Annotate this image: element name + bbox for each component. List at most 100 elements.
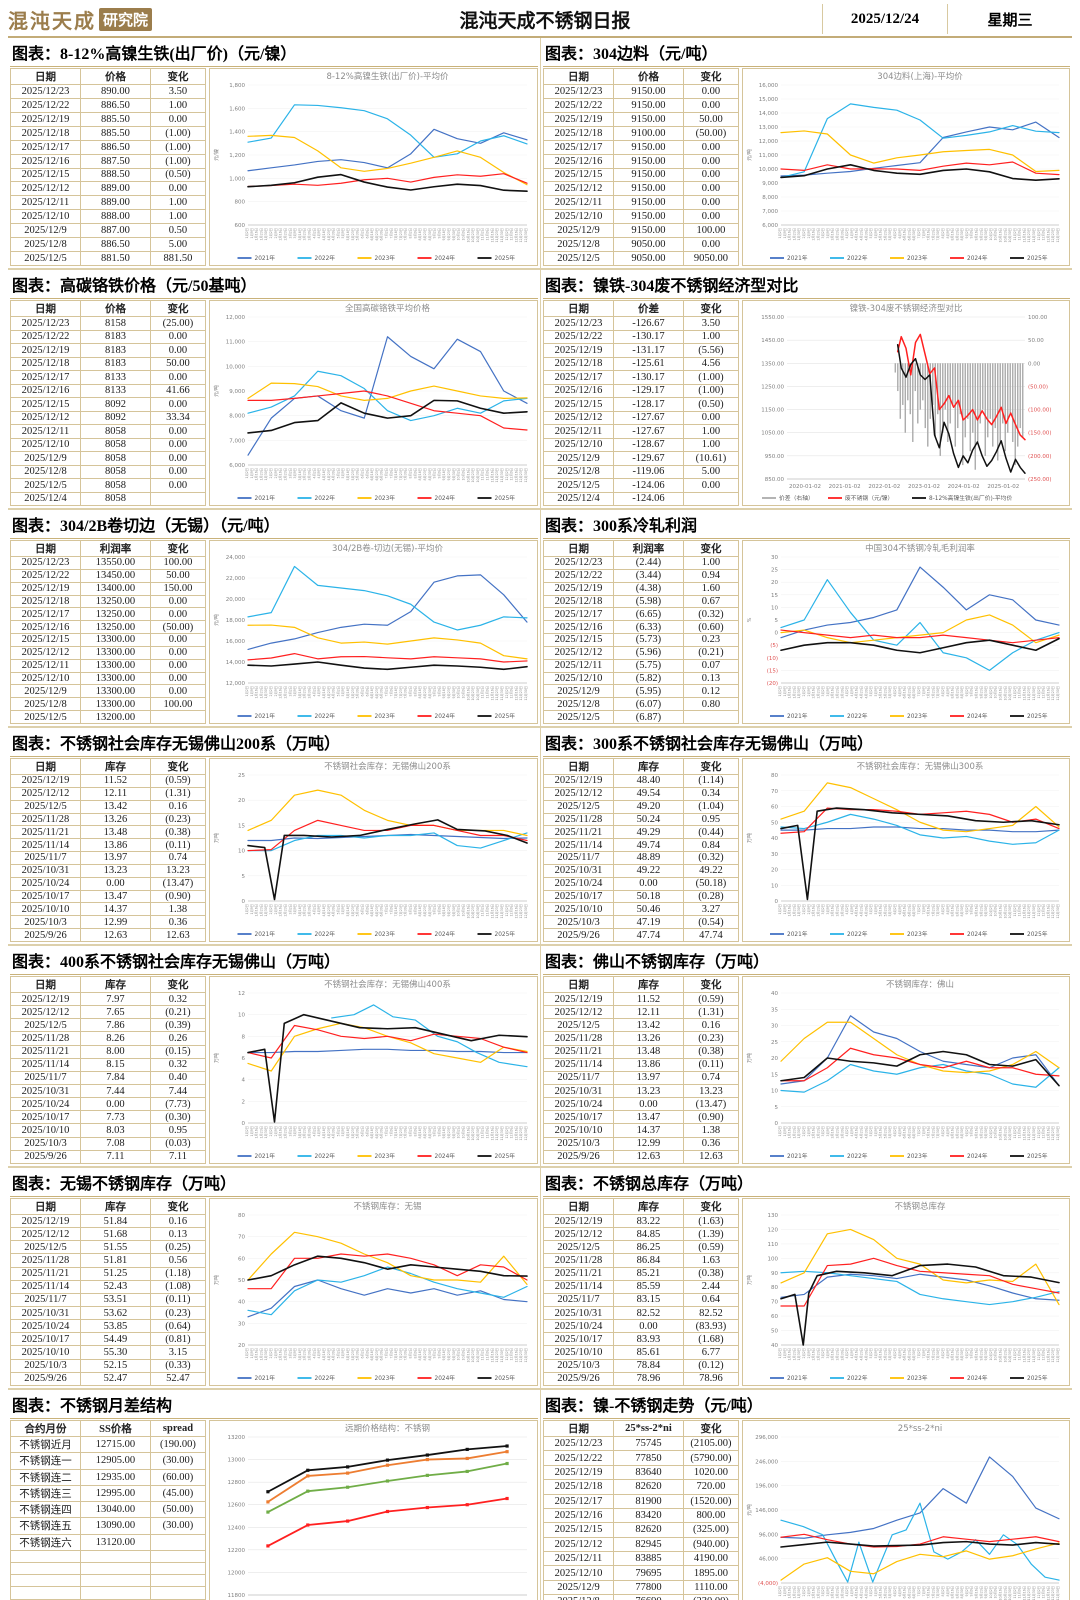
svg-text:12月9日: 12月9日 bbox=[510, 1348, 514, 1360]
svg-text:12月16日: 12月16日 bbox=[1046, 686, 1050, 701]
table-cell bbox=[149, 1533, 207, 1551]
svg-text:10月16日: 10月16日 bbox=[466, 228, 470, 243]
table-row: 不锈钢连四 13040.00 (50.00) bbox=[10, 1500, 207, 1519]
table-cell: 2.44 bbox=[682, 1279, 740, 1294]
table-cell: 885.50 bbox=[79, 111, 151, 127]
svg-text:5月23日: 5月23日 bbox=[351, 686, 355, 698]
svg-text:2022年: 2022年 bbox=[847, 930, 868, 938]
table-row: 2025/12/16 887.50 (1.00) bbox=[10, 153, 207, 169]
svg-text:(50.00): (50.00) bbox=[1028, 384, 1048, 390]
svg-text:2021年: 2021年 bbox=[787, 1374, 808, 1382]
svg-text:20: 20 bbox=[771, 580, 778, 586]
table-row: 2025/12/16 9150.00 0.00 bbox=[543, 153, 740, 169]
table-cell: -119.06 bbox=[612, 464, 684, 479]
table-cell: 2025/12/5 bbox=[543, 710, 614, 724]
svg-text:13,000: 13,000 bbox=[759, 125, 779, 131]
table-cell: 2025/12/15 bbox=[10, 397, 81, 412]
svg-text:12月23日: 12月23日 bbox=[1051, 1586, 1055, 1600]
table-cell: 0.00 bbox=[149, 633, 207, 647]
table-cell: 83640 bbox=[612, 1464, 684, 1481]
table-cell: 2025/12/15 bbox=[543, 1522, 614, 1538]
svg-text:6,000: 6,000 bbox=[762, 223, 778, 229]
svg-text:2021年: 2021年 bbox=[255, 494, 276, 502]
table-header-cell: 日期 bbox=[10, 68, 81, 85]
table-row: 2025/12/15 (5.73) 0.23 bbox=[543, 633, 740, 647]
table-cell: 0.00 bbox=[149, 478, 207, 493]
svg-text:2023年: 2023年 bbox=[907, 254, 928, 262]
svg-text:20: 20 bbox=[238, 1343, 245, 1349]
table-row: 2025/12/16 83420 800.00 bbox=[543, 1507, 740, 1524]
svg-text:2月23日: 2月23日 bbox=[816, 1348, 820, 1360]
table-row: 2025/12/5 13200.00 bbox=[10, 710, 207, 724]
table-cell: 86.25 bbox=[612, 1240, 684, 1255]
table-header-cell: 变化 bbox=[682, 1420, 740, 1437]
table-cell: 2025/12/9 bbox=[543, 1579, 614, 1596]
svg-text:9月16日: 9月16日 bbox=[975, 1586, 979, 1598]
svg-text:6月23日: 6月23日 bbox=[375, 468, 379, 480]
svg-text:60: 60 bbox=[771, 805, 778, 811]
svg-text:2月9日: 2月9日 bbox=[274, 904, 278, 914]
table-cell: 77800 bbox=[612, 1579, 684, 1596]
svg-text:11月16日: 11月16日 bbox=[490, 228, 494, 243]
table-cell: 1.63 bbox=[682, 1253, 740, 1268]
svg-text:2月23日: 2月23日 bbox=[283, 1348, 287, 1360]
svg-text:5月9日: 5月9日 bbox=[874, 686, 878, 696]
table-row: 2025/12/19 9150.00 50.00 bbox=[543, 111, 740, 127]
svg-text:12月16日: 12月16日 bbox=[1046, 1126, 1050, 1141]
svg-text:10,000: 10,000 bbox=[226, 364, 246, 370]
table-cell: (0.54) bbox=[682, 915, 740, 930]
table-cell: 2025/12/23 bbox=[543, 84, 614, 99]
table-cell: (0.81) bbox=[149, 1332, 207, 1347]
table-cell bbox=[79, 1549, 151, 1563]
table-cell: 47.19 bbox=[612, 915, 684, 930]
table-cell: (5.56) bbox=[682, 343, 740, 358]
svg-text:20: 20 bbox=[771, 1056, 778, 1062]
section-title: 图表：不锈钢社会库存无锡佛山200系（万吨） bbox=[10, 729, 538, 757]
table-row: 2025/12/9 13300.00 0.00 bbox=[10, 684, 207, 699]
svg-text:9月30日: 9月30日 bbox=[452, 686, 456, 698]
svg-text:中国304不锈钢冷轧毛利润率: 中国304不锈钢冷轧毛利润率 bbox=[865, 543, 975, 554]
table-row: 2025/9/26 78.96 78.96 bbox=[543, 1371, 740, 1387]
svg-text:1月2日: 1月2日 bbox=[245, 904, 249, 914]
svg-text:2025年: 2025年 bbox=[1027, 1152, 1048, 1160]
table-cell: 0.00 bbox=[149, 594, 207, 609]
table-cell: 2025/10/31 bbox=[10, 1083, 81, 1099]
data-table: 日期 库存 变化 2025/12/19 7.97 0.32 2025/12/12 7.65 (0… bbox=[10, 976, 207, 1165]
svg-text:3月9日: 3月9日 bbox=[826, 1586, 830, 1596]
table-header-cell: 价差 bbox=[612, 300, 684, 317]
svg-text:12月2日: 12月2日 bbox=[1037, 1586, 1041, 1598]
svg-text:2025年: 2025年 bbox=[1027, 930, 1048, 938]
table-row: 2025/11/7 83.15 0.64 bbox=[543, 1292, 740, 1307]
svg-text:12月16日: 12月16日 bbox=[1046, 904, 1050, 919]
svg-text:2月23日: 2月23日 bbox=[283, 904, 287, 916]
table-cell: 2025/12/12 bbox=[10, 1005, 81, 1020]
table-row: 2025/12/9 (5.95) 0.12 bbox=[543, 684, 740, 699]
svg-text:10月23日: 10月23日 bbox=[1003, 904, 1007, 919]
svg-text:2月23日: 2月23日 bbox=[816, 1586, 820, 1598]
table-row: 2025/10/31 49.22 49.22 bbox=[543, 863, 740, 878]
table-cell: 2025/12/15 bbox=[543, 167, 614, 183]
svg-text:2023-01-02: 2023-01-02 bbox=[908, 484, 940, 490]
table-cell: 2025/12/12 bbox=[543, 786, 614, 801]
data-table: 日期 库存 变化 2025/12/19 11.52 (0.59) 2025/12/12 12.… bbox=[543, 976, 740, 1165]
table-cell bbox=[682, 491, 740, 506]
svg-text:10月2日: 10月2日 bbox=[989, 686, 993, 698]
svg-text:4月9日: 4月9日 bbox=[317, 228, 321, 238]
svg-text:2023年: 2023年 bbox=[907, 1152, 928, 1160]
table-cell: 9050.00 bbox=[612, 237, 684, 253]
svg-text:元/吨: 元/吨 bbox=[213, 385, 220, 397]
svg-text:11月16日: 11月16日 bbox=[1022, 686, 1026, 701]
svg-text:2025年: 2025年 bbox=[495, 712, 516, 720]
table-cell: 0.00 bbox=[682, 410, 740, 425]
table-row: 2025/12/18 885.50 (1.00) bbox=[10, 125, 207, 141]
svg-text:6月30日: 6月30日 bbox=[380, 904, 384, 916]
data-table: 日期 25*ss-2*ni 变化 2025/12/23 75745 (2105.00) 20… bbox=[543, 1420, 740, 1600]
svg-text:镍铁-304废不锈钢经济型对比: 镍铁-304废不锈钢经济型对比 bbox=[850, 303, 963, 314]
svg-text:5月23日: 5月23日 bbox=[351, 468, 355, 480]
table-row: 2025/11/14 85.59 2.44 bbox=[543, 1279, 740, 1294]
table-cell: 2025/11/28 bbox=[10, 1031, 81, 1046]
svg-text:2月2日: 2月2日 bbox=[802, 904, 806, 914]
data-table: 日期 库存 变化 2025/12/19 11.52 (0.59) 2025/12/12 12.… bbox=[10, 758, 207, 942]
svg-text:10月30日: 10月30日 bbox=[476, 686, 480, 701]
